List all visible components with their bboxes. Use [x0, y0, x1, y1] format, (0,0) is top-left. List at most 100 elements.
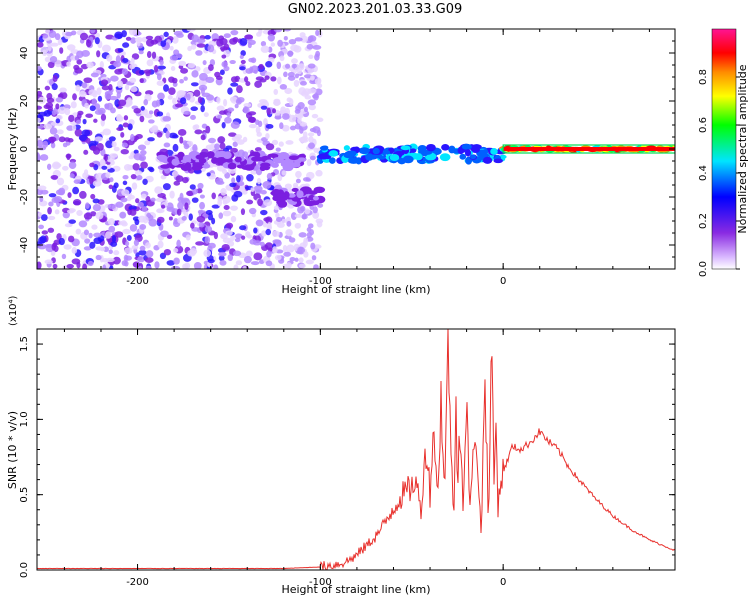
heatmap-cell	[68, 219, 76, 224]
heatmap-cell	[303, 106, 308, 113]
heatmap-cell	[319, 145, 328, 151]
heatmap-cell	[48, 193, 57, 198]
heatmap-cell	[286, 97, 292, 103]
heatmap-cell	[160, 40, 167, 47]
heatmap-cell	[267, 153, 279, 158]
heatmap-cell	[389, 154, 400, 162]
heatmap-cell	[108, 225, 116, 233]
heatmap-cell	[217, 114, 223, 119]
heatmap-cell	[274, 109, 280, 117]
heatmap-cell	[111, 234, 117, 243]
heatmap-cell	[196, 43, 206, 48]
heatmap-cell	[157, 92, 165, 101]
heatmap-cell	[273, 205, 280, 211]
heatmap-cell	[93, 232, 102, 238]
heatmap-cell	[168, 216, 173, 221]
heatmap-cell	[293, 45, 302, 53]
heatmap-cell	[126, 97, 133, 105]
heatmap-cell	[287, 50, 294, 57]
heatmap-cell	[242, 266, 247, 269]
heatmap-cell	[469, 154, 477, 160]
heatmap-cell	[207, 151, 215, 159]
heatmap-cell	[160, 230, 169, 238]
heatmap-cell	[183, 76, 188, 81]
heatmap-cell	[91, 98, 97, 107]
heatmap-cell	[441, 144, 450, 151]
heatmap-cell	[289, 162, 301, 168]
heatmap-cell	[176, 239, 181, 248]
heatmap-cell	[63, 244, 72, 250]
heatmap-cell	[37, 65, 42, 71]
heatmap-cell	[200, 104, 205, 113]
heatmap-cell	[286, 229, 293, 237]
heatmap-cell	[263, 199, 273, 207]
heatmap-cell	[225, 145, 233, 150]
heatmap-cell	[55, 103, 60, 110]
heatmap-cell	[130, 57, 135, 65]
heatmap-cell	[303, 251, 309, 258]
heatmap-cell	[207, 258, 215, 264]
heatmap-cell	[191, 197, 199, 203]
heatmap-cell	[260, 45, 270, 53]
heatmap-cell	[409, 148, 417, 153]
heatmap-cell	[262, 181, 272, 189]
heatmap-cell	[139, 78, 144, 84]
heatmap-cell	[94, 136, 103, 142]
heatmap-cell	[214, 143, 220, 150]
heatmap-cell	[223, 65, 230, 72]
heatmap-cell	[58, 187, 66, 196]
heatmap-cell	[220, 187, 227, 196]
heatmap-cell	[113, 250, 120, 256]
heatmap-cell	[270, 76, 277, 82]
heatmap-cell	[201, 80, 207, 85]
heatmap-cell	[306, 158, 312, 167]
heatmap-cell	[115, 201, 124, 208]
heatmap-cell	[258, 99, 268, 104]
heatmap-cell	[139, 115, 145, 123]
heatmap-cell	[294, 108, 301, 114]
heatmap-cell	[114, 31, 123, 39]
heatmap-cell	[154, 261, 160, 269]
heatmap-cell	[106, 164, 112, 170]
heatmap-cell	[122, 122, 129, 128]
heatmap-cell	[184, 162, 192, 171]
heatmap-cell	[190, 44, 197, 50]
heatmap-cell	[244, 34, 253, 40]
heatmap-cell	[120, 149, 129, 155]
heatmap-cell	[121, 189, 130, 197]
heatmap-cell	[52, 74, 58, 82]
heatmap-cell	[180, 97, 187, 105]
heatmap-cell	[315, 29, 320, 37]
heatmap-cell	[130, 37, 137, 44]
heatmap-cell	[305, 259, 314, 265]
heatmap-cell	[190, 82, 199, 87]
heatmap-cell	[417, 144, 427, 153]
heatmap-cell	[279, 84, 288, 90]
x-tick-label: -100	[309, 276, 332, 287]
heatmap-cell	[38, 224, 44, 230]
heatmap-cell	[173, 217, 179, 225]
heatmap-cell	[293, 79, 300, 87]
heatmap-cell	[143, 69, 152, 74]
heatmap-cell	[156, 208, 163, 213]
heatmap-cell	[50, 142, 56, 149]
heatmap-cell	[258, 29, 263, 35]
heatmap-cell	[162, 183, 171, 191]
heatmap-cell	[82, 118, 87, 125]
heatmap-cell	[223, 205, 230, 210]
heatmap-cell	[49, 127, 58, 135]
heatmap-cell	[157, 65, 167, 70]
heatmap-cell	[39, 235, 47, 244]
heatmap-cell	[56, 129, 64, 135]
heatmap-cell	[308, 136, 314, 143]
heatmap-cell	[482, 156, 493, 164]
heatmap-cell	[118, 99, 127, 107]
heatmap-cell	[288, 155, 299, 161]
heatmap-cell	[250, 261, 260, 266]
heatmap-cell	[275, 147, 281, 152]
heatmap-cell	[61, 253, 67, 260]
heatmap-cell	[129, 63, 136, 70]
heatmap-cell	[166, 234, 173, 239]
heatmap-cell	[59, 47, 64, 54]
heatmap-cell	[38, 96, 46, 104]
